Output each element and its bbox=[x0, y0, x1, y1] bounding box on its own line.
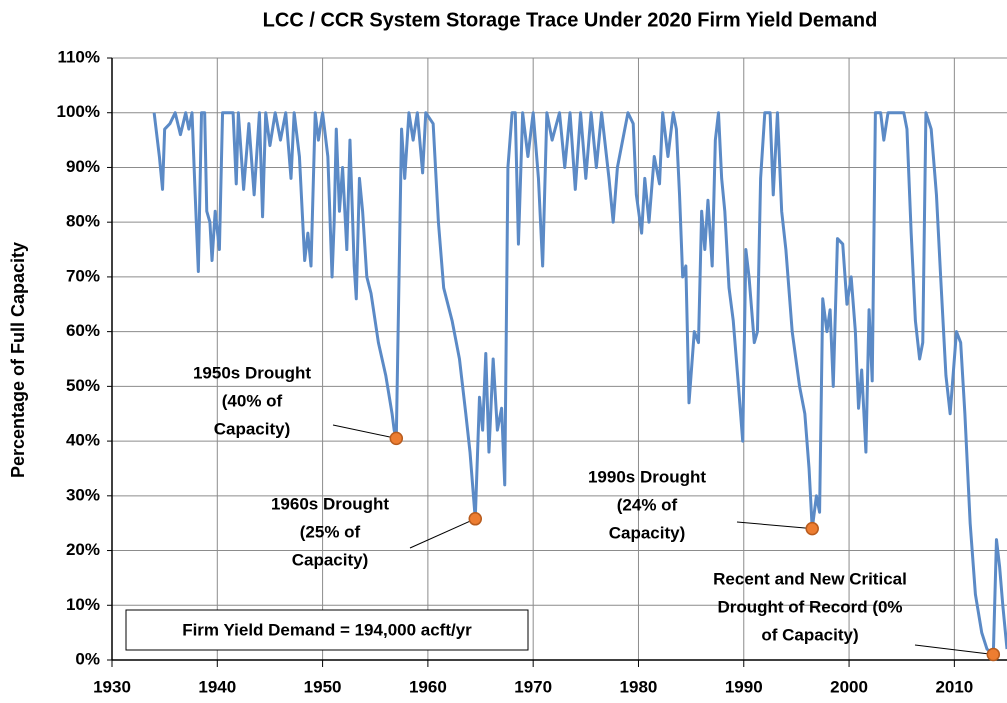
note-text: Firm Yield Demand = 194,000 acft/yr bbox=[182, 620, 472, 639]
annotation-text: (24% of bbox=[617, 495, 678, 514]
annotation-text: Drought of Record (0% bbox=[717, 597, 902, 616]
x-tick-label: 1930 bbox=[93, 677, 131, 696]
x-tick-label: 2010 bbox=[935, 677, 973, 696]
annotation-text: Capacity) bbox=[214, 419, 291, 438]
x-tick-label: 1940 bbox=[198, 677, 236, 696]
annotation-text: Recent and New Critical bbox=[713, 569, 907, 588]
y-tick-label: 90% bbox=[66, 157, 100, 176]
x-tick-label: 1980 bbox=[620, 677, 658, 696]
y-tick-label: 20% bbox=[66, 540, 100, 559]
annotation-text: Capacity) bbox=[609, 523, 686, 542]
x-tick-label: 1950 bbox=[304, 677, 342, 696]
storage-line bbox=[152, 111, 1007, 657]
x-tick-label: 1970 bbox=[514, 677, 552, 696]
annotation-text: of Capacity) bbox=[761, 625, 858, 644]
y-tick-label: 0% bbox=[75, 649, 100, 668]
leader-line bbox=[332, 424, 397, 439]
drought-marker bbox=[805, 521, 819, 536]
note-box bbox=[125, 609, 529, 651]
drought-marker bbox=[468, 512, 483, 526]
y-tick-label: 70% bbox=[66, 266, 100, 285]
drought-marker bbox=[389, 431, 404, 446]
y-tick-label: 60% bbox=[66, 321, 100, 340]
annotation-text: 1950s Drought bbox=[193, 363, 311, 382]
annotation-text: (25% of bbox=[300, 522, 361, 541]
y-tick-label: 110% bbox=[57, 47, 100, 66]
y-tick-label: 30% bbox=[66, 485, 100, 504]
annotation-text: 1990s Drought bbox=[588, 467, 706, 486]
leader-line bbox=[409, 518, 476, 549]
x-tick-label: 2000 bbox=[830, 677, 868, 696]
annotation-text: (40% of bbox=[222, 391, 283, 410]
drought-marker bbox=[986, 647, 1001, 662]
annotation-text: 1960s Drought bbox=[271, 494, 389, 513]
leader-line bbox=[914, 644, 994, 656]
y-tick-label: 100% bbox=[57, 102, 100, 121]
x-tick-label: 1990 bbox=[725, 677, 763, 696]
chart-title: LCC / CCR System Storage Trace Under 202… bbox=[263, 9, 878, 31]
y-axis-label: Percentage of Full Capacity bbox=[8, 242, 28, 478]
annotation-text: Capacity) bbox=[292, 550, 369, 569]
y-tick-label: 10% bbox=[66, 595, 100, 614]
y-tick-label: 80% bbox=[66, 212, 100, 231]
y-tick-label: 50% bbox=[66, 376, 100, 395]
y-tick-label: 40% bbox=[66, 431, 100, 450]
leader-line bbox=[736, 521, 813, 530]
plot-area bbox=[152, 111, 1007, 657]
x-tick-label: 1960 bbox=[409, 677, 447, 696]
annotations: 1950s Drought (40% of Capacity) 1960s Droug… bbox=[193, 363, 1001, 662]
